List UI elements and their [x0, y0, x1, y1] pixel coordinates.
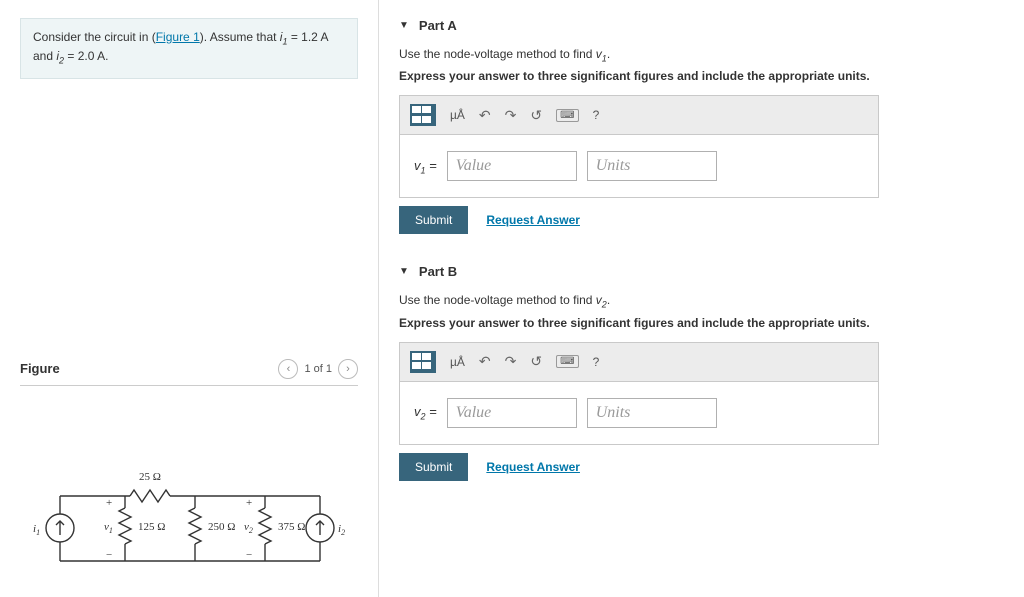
redo-icon[interactable]: ↷: [505, 107, 517, 124]
figure-pager-label: 1 of 1: [304, 363, 332, 375]
circuit-diagram: 25 Ω 125 Ω 250 Ω 375 Ω v1 v2 i1 i2 + − +…: [20, 466, 358, 579]
svg-text:−: −: [106, 549, 112, 561]
part-b-units-input[interactable]: [587, 398, 717, 428]
redo-icon[interactable]: ↷: [505, 353, 517, 370]
help-icon[interactable]: ?: [593, 355, 600, 369]
figure-prev-button[interactable]: ‹: [278, 359, 298, 379]
prompt-text-2: ). Assume that: [200, 30, 280, 44]
collapse-icon: ▼: [399, 266, 409, 277]
undo-icon[interactable]: ↶: [479, 353, 491, 370]
part-b-label: Part B: [419, 264, 457, 279]
help-icon[interactable]: ?: [593, 108, 600, 122]
svg-text:+: +: [106, 497, 112, 509]
part-b-instruction-1: Use the node-voltage method to find v2.: [399, 293, 1004, 309]
svg-text:125 Ω: 125 Ω: [138, 521, 165, 533]
reset-icon[interactable]: ↺: [530, 353, 542, 370]
figure-heading: Figure: [20, 361, 60, 376]
problem-statement: Consider the circuit in (Figure 1). Assu…: [20, 18, 358, 79]
part-a-submit-button[interactable]: Submit: [399, 206, 468, 234]
reset-icon[interactable]: ↺: [530, 107, 542, 124]
part-a-lhs: v1 =: [414, 158, 437, 176]
part-a-instruction-2: Express your answer to three significant…: [399, 69, 1004, 83]
part-b-request-answer-link[interactable]: Request Answer: [486, 460, 580, 474]
svg-text:25 Ω: 25 Ω: [139, 471, 161, 483]
part-b-submit-button[interactable]: Submit: [399, 453, 468, 481]
collapse-icon: ▼: [399, 20, 409, 31]
figure-link[interactable]: Figure 1: [156, 30, 200, 44]
templates-icon[interactable]: [410, 351, 436, 373]
undo-icon[interactable]: ↶: [479, 107, 491, 124]
part-a-value-input[interactable]: [447, 151, 577, 181]
units-icon[interactable]: µÅ: [450, 355, 465, 369]
part-a-label: Part A: [419, 18, 457, 33]
part-b-answer-box: µÅ ↶ ↷ ↺ ⌨ ? v2 =: [399, 342, 879, 445]
part-a-instruction-1: Use the node-voltage method to find v1.: [399, 47, 1004, 63]
part-b-header[interactable]: ▼ Part B: [399, 256, 1004, 287]
part-a-header[interactable]: ▼ Part A: [399, 10, 1004, 41]
units-icon[interactable]: µÅ: [450, 108, 465, 122]
part-b-instruction-2: Express your answer to three significant…: [399, 316, 1004, 330]
templates-icon[interactable]: [410, 104, 436, 126]
figure-next-button[interactable]: ›: [338, 359, 358, 379]
svg-text:250 Ω: 250 Ω: [208, 521, 235, 533]
part-a-request-answer-link[interactable]: Request Answer: [486, 213, 580, 227]
part-a-units-input[interactable]: [587, 151, 717, 181]
part-a-toolbar: µÅ ↶ ↷ ↺ ⌨ ?: [400, 96, 878, 135]
svg-text:v2: v2: [244, 521, 253, 535]
part-b-toolbar: µÅ ↶ ↷ ↺ ⌨ ?: [400, 343, 878, 382]
svg-text:v1: v1: [104, 521, 113, 535]
svg-text:+: +: [246, 497, 252, 509]
svg-text:−: −: [246, 549, 252, 561]
keyboard-icon[interactable]: ⌨: [556, 109, 578, 122]
svg-text:375 Ω: 375 Ω: [278, 521, 305, 533]
svg-text:i1: i1: [33, 523, 40, 537]
prompt-text-1: Consider the circuit in (: [33, 30, 156, 44]
part-b-lhs: v2 =: [414, 404, 437, 422]
part-a-answer-box: µÅ ↶ ↷ ↺ ⌨ ? v1 =: [399, 95, 879, 198]
part-b-value-input[interactable]: [447, 398, 577, 428]
svg-text:i2: i2: [338, 523, 345, 537]
keyboard-icon[interactable]: ⌨: [556, 355, 578, 368]
